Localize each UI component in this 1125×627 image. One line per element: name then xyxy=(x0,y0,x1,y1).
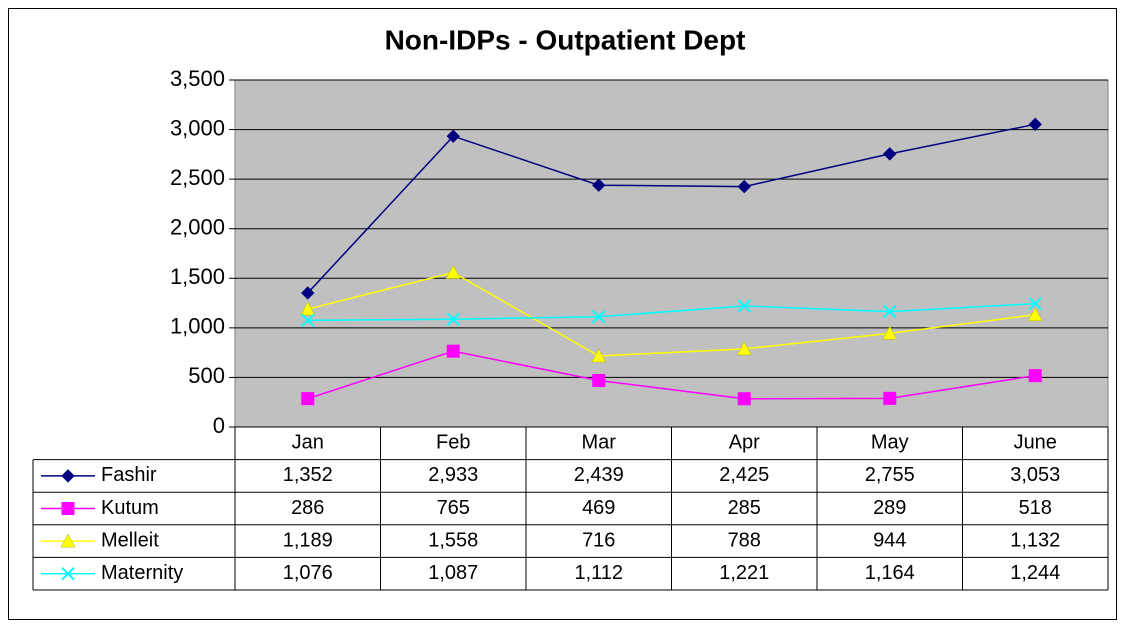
data-point xyxy=(737,299,751,313)
data-point xyxy=(882,325,898,340)
y-tick-label: 2,000 xyxy=(170,215,225,240)
table-value: 1,132 xyxy=(1010,529,1060,551)
data-point xyxy=(301,313,315,328)
series-line xyxy=(307,350,1036,400)
data-point xyxy=(61,502,75,515)
table-value: 765 xyxy=(437,497,470,519)
series-line xyxy=(307,271,1036,357)
legend-label: Fashir xyxy=(101,464,157,486)
table-value: 1,352 xyxy=(283,464,333,486)
data-point xyxy=(883,147,897,161)
data-point xyxy=(737,392,751,406)
data-point xyxy=(301,392,315,406)
data-point xyxy=(1028,369,1042,383)
data-point xyxy=(1028,117,1042,132)
y-tick-label: 2,500 xyxy=(170,165,225,190)
table-value: 2,439 xyxy=(574,464,624,486)
data-point xyxy=(883,391,897,405)
data-point xyxy=(300,301,316,316)
data-point xyxy=(737,179,751,194)
table-value: 1,076 xyxy=(283,562,333,584)
table-value: 1,164 xyxy=(865,562,915,584)
data-point xyxy=(61,566,75,581)
table-value: 1,189 xyxy=(283,529,333,551)
table-value: 518 xyxy=(1019,497,1052,519)
data-point xyxy=(446,344,460,358)
y-tick-label: 3,500 xyxy=(170,66,225,91)
data-point xyxy=(61,469,75,483)
table-value: 469 xyxy=(582,497,615,519)
table-value: 2,933 xyxy=(428,464,478,486)
table-value: 1,244 xyxy=(1010,562,1060,584)
x-tick-label: Feb xyxy=(436,432,470,454)
legend-label: Kutum xyxy=(101,497,159,519)
table-value: 1,087 xyxy=(428,562,478,584)
table-value: 944 xyxy=(873,529,906,551)
table-value: 285 xyxy=(728,497,761,519)
x-tick-label: May xyxy=(871,432,909,454)
data-point xyxy=(1028,296,1042,311)
table-value: 286 xyxy=(291,497,324,519)
x-tick-label: Apr xyxy=(729,432,760,454)
plot-area xyxy=(234,79,1109,428)
table-value: 2,755 xyxy=(865,464,915,486)
data-point xyxy=(301,286,315,300)
data-point xyxy=(446,312,460,326)
x-tick-label: June xyxy=(1014,432,1057,454)
table-value: 1,558 xyxy=(428,529,478,551)
y-tick-label: 3,000 xyxy=(170,115,225,140)
data-point xyxy=(591,348,607,363)
data-point xyxy=(592,374,606,388)
table-value: 2,425 xyxy=(719,464,769,486)
data-point xyxy=(445,265,461,279)
table-value: 3,053 xyxy=(1010,464,1060,486)
series-line xyxy=(307,123,1036,294)
y-tick-label: 0 xyxy=(213,413,225,438)
data-point xyxy=(446,129,460,143)
legend-label: Maternity xyxy=(101,562,183,584)
data-point xyxy=(592,310,606,324)
table-value: 289 xyxy=(873,497,906,519)
table-value: 788 xyxy=(728,529,761,551)
data-point xyxy=(883,304,897,319)
y-tick-label: 1,500 xyxy=(170,264,225,289)
series-line xyxy=(307,302,1036,322)
x-tick-label: Mar xyxy=(582,432,617,454)
legend-label: Melleit xyxy=(101,529,159,551)
x-tick-label: Jan xyxy=(292,432,324,454)
data-point xyxy=(592,178,606,192)
data-point xyxy=(60,533,76,548)
table-value: 1,221 xyxy=(719,562,769,584)
chart-title: Non-IDPs - Outpatient Dept xyxy=(385,24,746,55)
y-tick-label: 1,000 xyxy=(170,314,225,339)
y-tick-label: 500 xyxy=(188,363,225,388)
table-value: 1,112 xyxy=(574,562,623,584)
data-point xyxy=(1027,307,1043,322)
table-value: 716 xyxy=(582,529,615,551)
data-point xyxy=(736,341,752,356)
